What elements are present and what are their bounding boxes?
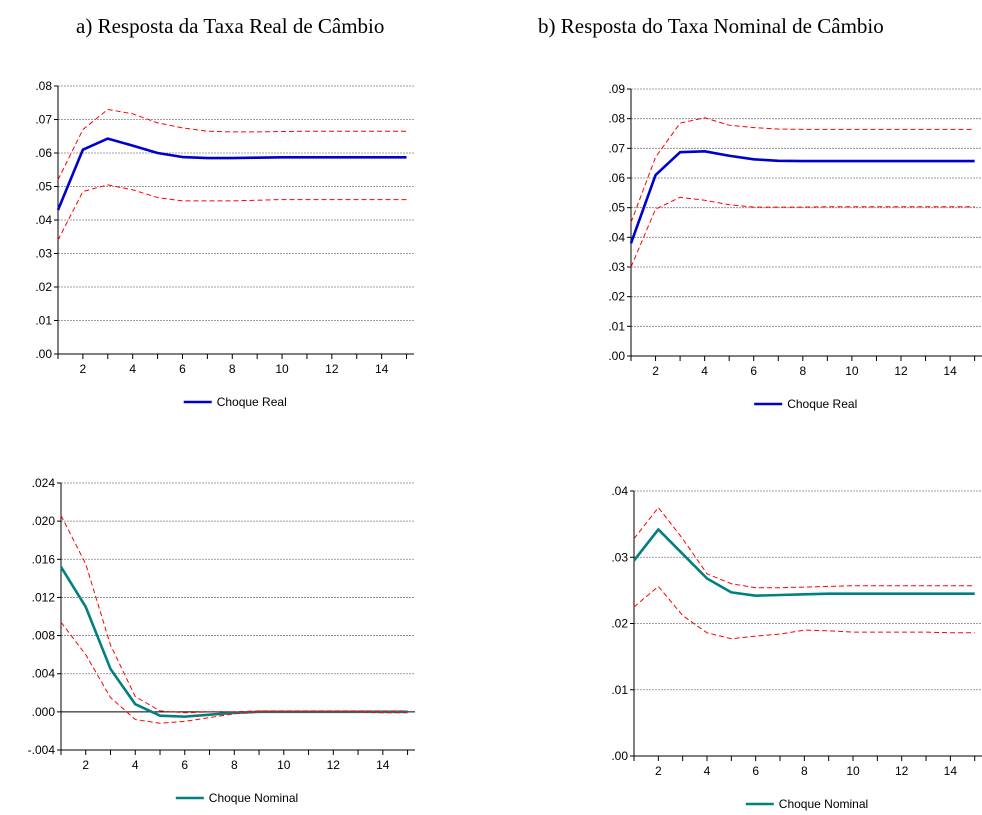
y-tick-label: .012 xyxy=(32,590,56,604)
y-tick-label: .07 xyxy=(608,141,625,155)
y-tick-label: .03 xyxy=(608,260,625,274)
y-tick-label: .03 xyxy=(611,550,628,564)
chart-real-exchange-nominal-shock: -.004 .000 .004 .008 .012 .016 .020 .024 2 4 6 8 10 1… xyxy=(28,476,415,805)
y-tick-label: .06 xyxy=(608,171,625,185)
x-tick-label: 6 xyxy=(752,764,759,778)
upper-band-line xyxy=(57,108,407,181)
panel-a-title: a) Resposta da Taxa Real de Câmbio xyxy=(76,14,385,38)
x-tick-label: 6 xyxy=(181,758,188,772)
y-tick-label: .016 xyxy=(32,552,56,566)
upper-band-line xyxy=(633,507,975,589)
chart-nominal-exchange-real-shock: .00 .01 .02 .03 .04 .05 .06 .07 .08 .09 2 4 6 8 10 12 14… xyxy=(608,82,982,411)
x-tick-label: 8 xyxy=(231,758,238,772)
y-tick-label: .02 xyxy=(611,617,628,631)
y-tick-label: .08 xyxy=(35,79,52,93)
y-tick-label: .05 xyxy=(35,180,52,194)
x-tick-label: 2 xyxy=(82,758,89,772)
x-tick-label: 2 xyxy=(80,362,87,376)
y-tick-label: .05 xyxy=(608,201,625,215)
x-tick-label: 8 xyxy=(229,362,236,376)
y-tick-label: .008 xyxy=(32,629,56,643)
y-tick-label: .06 xyxy=(35,146,52,160)
lower-band-line xyxy=(630,196,975,268)
upper-band-line xyxy=(60,515,408,714)
y-tick-label: .01 xyxy=(608,319,625,333)
x-tick-label: 14 xyxy=(376,758,390,772)
x-tick-label: 2 xyxy=(655,764,662,778)
x-tick-label: 4 xyxy=(129,362,136,376)
y-tick-label: .00 xyxy=(35,347,52,361)
chart-real-exchange-real-shock: .00 .01 .02 .03 .04 .05 .06 .07 .08 2 4 6 8 10 12 14 Cho… xyxy=(35,79,414,409)
x-tick-label: 14 xyxy=(944,764,958,778)
lower-band-line xyxy=(57,184,407,241)
x-tick-label: 10 xyxy=(846,764,860,778)
x-tick-label: 2 xyxy=(652,364,659,378)
y-tick-label: .02 xyxy=(608,290,625,304)
x-tick-label: 4 xyxy=(132,758,139,772)
y-tick-label: .00 xyxy=(608,349,625,363)
x-tick-label: 4 xyxy=(701,364,708,378)
x-tick-label: 12 xyxy=(327,758,341,772)
y-tick-label: .07 xyxy=(35,113,52,127)
chart-nominal-exchange-nominal-shock: .00 .01 .02 .03 .04 2 4 6 8 10 12 14 Choque Nominal xyxy=(611,484,982,811)
x-tick-label: 6 xyxy=(179,362,186,376)
legend-label: Choque Real xyxy=(787,397,857,411)
x-tick-label: 12 xyxy=(895,764,909,778)
y-tick-label: .03 xyxy=(35,247,52,261)
y-tick-label: .04 xyxy=(35,213,52,227)
y-tick-label: .024 xyxy=(32,476,56,490)
x-tick-label: 8 xyxy=(801,764,808,778)
x-tick-label: 10 xyxy=(277,758,291,772)
y-tick-label: -.004 xyxy=(28,743,56,757)
x-tick-label: 10 xyxy=(275,362,289,376)
y-tick-label: .01 xyxy=(611,683,628,697)
x-tick-label: 12 xyxy=(894,364,908,378)
x-tick-label: 14 xyxy=(375,362,389,376)
y-tick-label: .08 xyxy=(608,112,625,126)
y-tick-label: .01 xyxy=(35,314,52,328)
legend-label: Choque Nominal xyxy=(209,791,298,805)
y-tick-label: .00 xyxy=(611,749,628,763)
legend-label: Choque Real xyxy=(217,395,287,409)
x-tick-label: 4 xyxy=(704,764,711,778)
y-tick-label: .09 xyxy=(608,82,625,96)
panel-b-title: b) Resposta do Taxa Nominal de Câmbio xyxy=(538,14,884,38)
upper-band-line xyxy=(630,117,975,223)
response-line xyxy=(629,150,975,244)
response-line xyxy=(59,566,408,718)
y-tick-label: .004 xyxy=(32,667,56,681)
y-tick-label: .02 xyxy=(35,280,52,294)
response-line xyxy=(56,137,407,211)
x-tick-label: 10 xyxy=(845,364,859,378)
y-tick-label: .000 xyxy=(32,705,56,719)
y-tick-label: .020 xyxy=(32,514,56,528)
x-tick-label: 12 xyxy=(325,362,339,376)
y-tick-label: .04 xyxy=(611,484,628,498)
y-tick-label: .04 xyxy=(608,230,625,244)
x-tick-label: 6 xyxy=(750,364,757,378)
x-tick-label: 14 xyxy=(943,364,957,378)
x-tick-label: 8 xyxy=(799,364,806,378)
lower-band-line xyxy=(60,621,408,724)
response-line xyxy=(632,528,975,597)
legend-label: Choque Nominal xyxy=(779,797,868,811)
